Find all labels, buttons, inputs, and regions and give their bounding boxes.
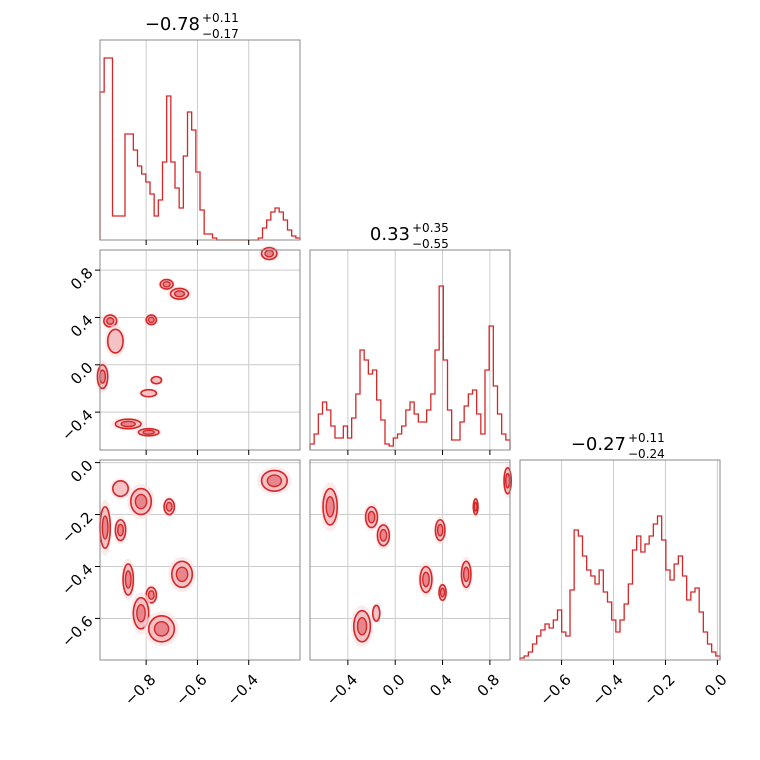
contour-1-2-contour-inner-6 [422,571,430,588]
contour-0-1-contour-outer-7 [150,375,163,385]
hist-2-xtick-label-2: −0.2 [640,671,678,709]
contour-0-1-contour-outer-8 [140,388,158,398]
contour-0-2-ytick-label-3: 0.0 [67,456,97,486]
contour-0-1-ytick-label-2: 0.4 [67,311,97,341]
title-param-0-plus: +0.11 [202,11,239,25]
contour-0-1-contour-inner-0 [264,249,275,258]
hist-1-line [309,285,511,450]
title-param-0-minus: −0.17 [202,27,239,41]
contour-0-1-contour-inner-4 [147,316,155,324]
contour-0-2-contour-inner-8 [147,590,155,601]
title-param-2-plus: +0.11 [628,431,665,445]
contour-0-1-contour-inner-2 [173,290,186,298]
contour-0-2-contour-inner-5 [116,523,125,537]
contour-1-2-xtick-label-2: 0.4 [426,671,456,701]
contour-1-2-contour-inner-5 [504,472,511,489]
panel-0-2: −0.8 −0.6 −0.4 −0.6 −0.4 −0.2 0.0 [58,456,301,709]
contour-0-2-contour-outer-1 [112,479,130,498]
hist-0-line [99,57,301,241]
panel-0-1: −0.4 0.0 0.4 0.8 [58,245,301,455]
contour-1-2-contour-inner-2 [379,528,388,542]
contour-0-2-contour-inner-4 [101,515,109,540]
contour-0-2-ytick-label-1: −0.4 [58,560,96,598]
contour-0-1-ytick-label-1: 0.0 [67,359,97,389]
contour-0-2-contour-inner-6 [175,566,189,583]
contour-0-2-contour-inner-0 [266,474,283,488]
contour-0-2-contour-inner-10 [153,620,170,637]
contour-0-1-contour-inner-6 [99,369,107,384]
contour-0-2-contour-inner-7 [124,570,132,589]
contour-1-2-contour-inner-3 [436,523,444,537]
contour-1-2-frame [309,459,511,661]
hist-1-frame [309,249,511,451]
contour-1-2-contour-inner-4 [473,501,478,512]
contour-1-2-xtick-label-3: 0.8 [474,671,504,701]
contour-0-2-xtick-label-0: −0.8 [121,671,159,709]
title-param-1: 0.33 +0.35 −0.55 [370,221,449,251]
contour-0-1-ytick-label-0: −0.4 [58,406,96,444]
hist-0-frame [99,39,301,241]
contour-1-2-contour-inner-7 [439,587,446,598]
contour-0-1-frame [99,249,301,451]
hist-2-line [519,515,721,660]
hist-2-xtick-label-3: 0.0 [701,671,731,701]
contour-0-2-contour-inner-3 [165,501,173,512]
contour-0-1-contour-inner-1 [162,281,171,288]
panels: −0.6 −0.4 −0.2 0.0 −0.4 0.0 0.4 0.8 −0.8 −0.6 −0.4… [58,39,731,709]
title-param-0: −0.78 +0.11 −0.17 [145,11,239,41]
contour-0-2-xtick-label-2: −0.4 [224,671,262,709]
title-param-2-value: −0.27 [571,434,626,455]
contour-0-2-ytick-label-2: −0.2 [58,508,96,546]
title-param-2: −0.27 +0.11 −0.24 [571,431,665,461]
title-param-0-value: −0.78 [145,14,200,35]
contour-1-2-contour-inner-0 [325,496,335,518]
panel-1-1 [309,249,511,455]
contour-1-2-contour-outer-10 [371,604,381,622]
contour-0-2-xtick-label-1: −0.6 [172,671,210,709]
hist-2-xtick-label-1: −0.4 [588,671,626,709]
contour-0-1-contour-inner-9 [120,420,136,428]
contour-1-2-contour-inner-8 [462,566,470,583]
panel-0-0 [99,39,301,245]
contour-1-2-xtick-label-0: −0.4 [323,671,361,709]
title-param-2-minus: −0.24 [628,447,665,461]
panel-1-2: −0.4 0.0 0.4 0.8 [309,459,513,709]
contour-0-2-ytick-label-0: −0.6 [58,612,96,650]
hist-2-xtick-label-0: −0.6 [536,671,574,709]
title-param-1-minus: −0.55 [412,237,449,251]
contour-0-2-contour-inner-9 [136,603,146,623]
contour-0-1-contour-inner-3 [106,317,115,325]
contour-0-2-contour-inner-2 [134,493,148,510]
contour-1-2-contour-inner-1 [367,510,376,524]
contour-0-2-frame [99,459,301,661]
contour-0-1-contour-outer-5 [106,328,124,354]
title-param-1-plus: +0.35 [412,221,449,235]
title-param-1-value: 0.33 [370,224,410,245]
contour-1-2-contour-inner-9 [356,616,368,636]
contour-1-2-xtick-label-1: 0.0 [379,671,409,701]
contour-0-1-contour-inner-10 [142,429,156,435]
panel-2-2: −0.6 −0.4 −0.2 0.0 [519,459,731,709]
contour-0-1-ytick-label-3: 0.8 [67,264,97,294]
hist-2-frame [519,459,721,661]
